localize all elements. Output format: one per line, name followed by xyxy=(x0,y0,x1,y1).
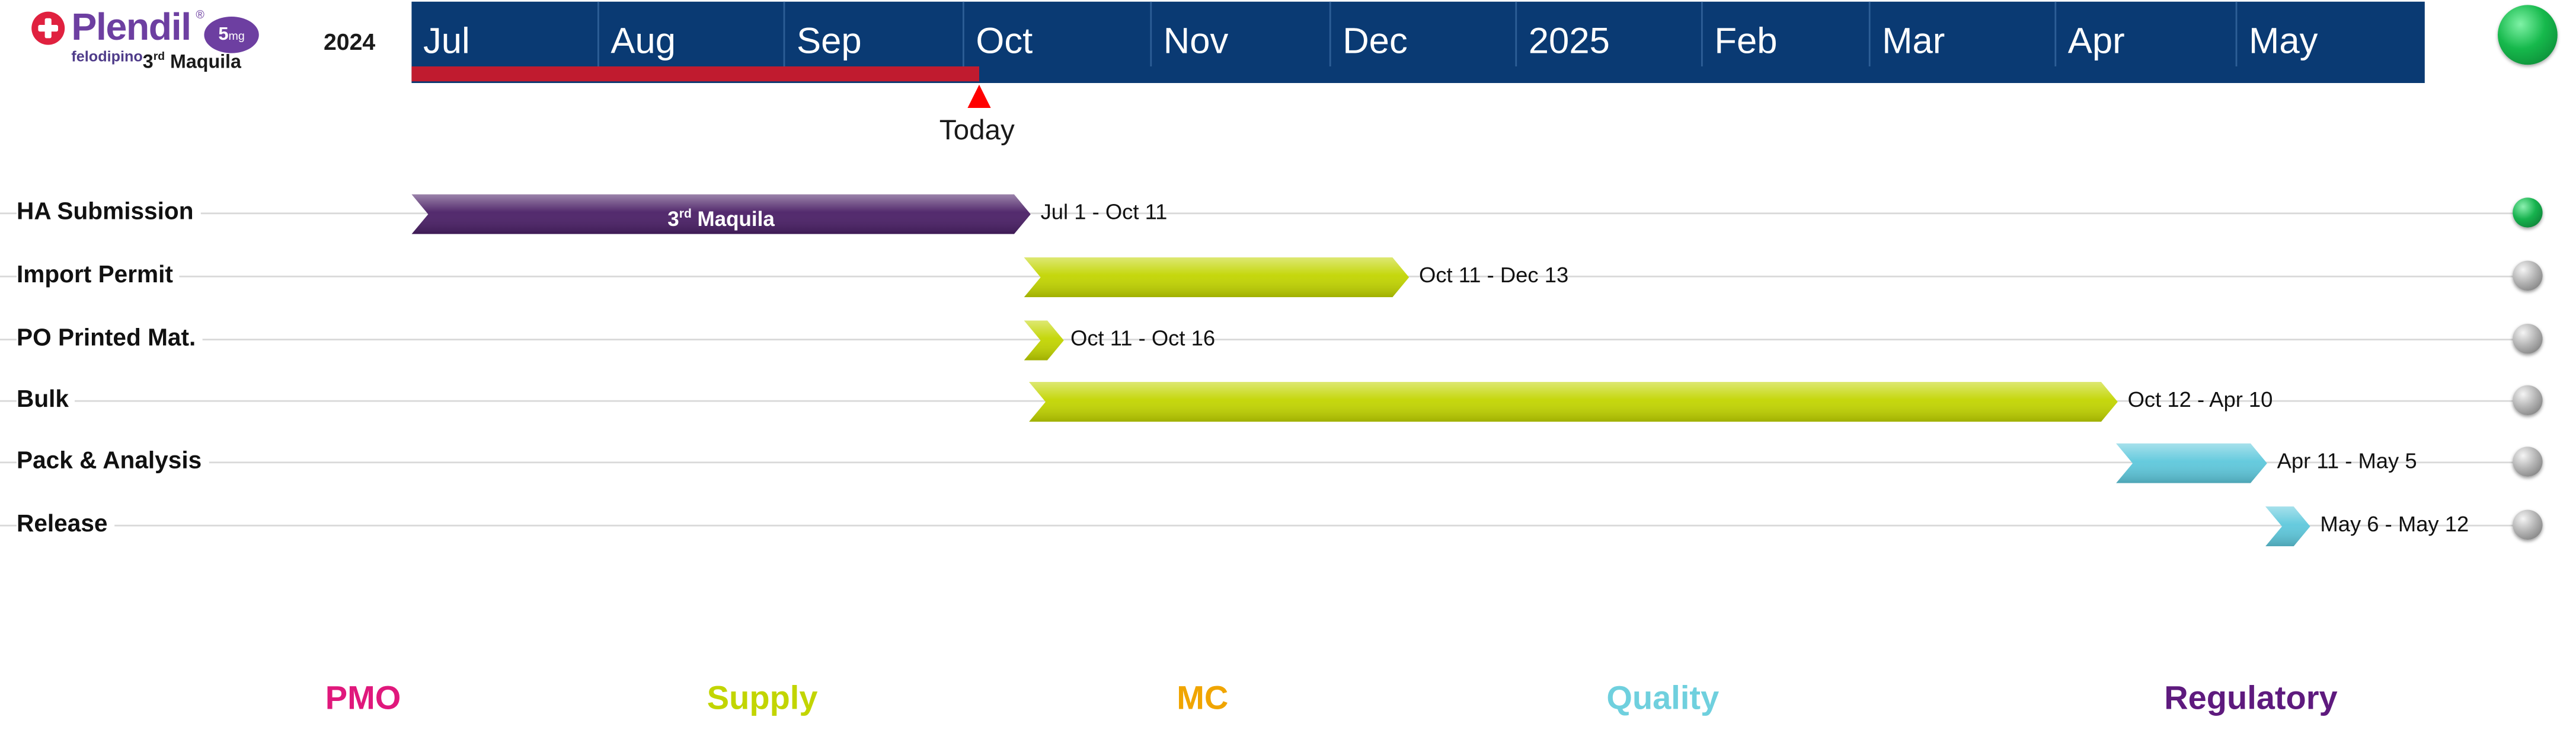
month-label: Oct xyxy=(976,20,1033,62)
plendil-logo-icon xyxy=(31,11,65,45)
task-bar[interactable] xyxy=(1029,382,2118,422)
site-ordinal: 3 xyxy=(142,53,154,73)
date-range-label: May 6 - May 12 xyxy=(2320,511,2469,537)
month-label: Dec xyxy=(1343,20,1408,62)
task-bar[interactable] xyxy=(2116,443,2267,483)
row-guideline xyxy=(0,461,2523,464)
month-cell: Feb xyxy=(1701,1,1778,66)
task-label: Pack & Analysis xyxy=(17,448,209,475)
task-bar[interactable] xyxy=(1024,320,1064,361)
task-row: PO Printed Mat. Oct 11 - Oct 16 xyxy=(0,315,2576,365)
status-indicator-icon xyxy=(2513,509,2543,540)
row-guideline xyxy=(0,524,2523,527)
task-bar[interactable] xyxy=(1024,257,1410,298)
site-title: 3rd Maquila xyxy=(143,52,241,73)
month-cell: Apr xyxy=(2054,1,2125,66)
legend-item: Quality xyxy=(1606,681,1720,718)
date-range-label: Oct 11 - Oct 16 xyxy=(1070,325,1216,350)
month-label: Aug xyxy=(611,20,676,62)
bar-label-suffix: rd xyxy=(679,206,692,221)
today-marker-icon xyxy=(967,84,991,108)
task-bar[interactable] xyxy=(2265,506,2310,547)
month-cell: May xyxy=(2235,1,2318,66)
site-suffix: rd xyxy=(153,51,165,63)
month-label: 2025 xyxy=(1528,20,1610,62)
legend-item: MC xyxy=(1177,681,1229,718)
row-guideline xyxy=(0,339,2523,340)
bar-label-ordinal: 3 xyxy=(667,208,679,231)
status-indicator-icon xyxy=(2513,385,2543,415)
task-bar[interactable]: 3rd Maquila xyxy=(411,194,1031,234)
month-cell: Mar xyxy=(1868,1,1945,66)
overall-status-icon xyxy=(2498,5,2558,65)
status-indicator-icon xyxy=(2513,447,2543,477)
task-row: Import Permit Oct 11 - Dec 13 xyxy=(0,253,2576,302)
legend-item: PMO xyxy=(325,681,401,718)
month-label: Nov xyxy=(1163,20,1229,62)
task-label: Bulk xyxy=(17,387,76,414)
date-range-label: Oct 11 - Dec 13 xyxy=(1419,262,1569,288)
task-row: Pack & Analysis Apr 11 - May 5 xyxy=(0,438,2576,488)
month-cell: Nov xyxy=(1150,1,1228,66)
task-label: HA Submission xyxy=(17,199,200,226)
month-label: May xyxy=(2249,20,2318,62)
date-range-label: Oct 12 - Apr 10 xyxy=(2127,387,2273,412)
bar-label-text: Maquila xyxy=(697,208,775,231)
task-label: Import Permit xyxy=(17,262,180,289)
bar-label: 3rd Maquila xyxy=(411,195,1030,234)
month-cell: Oct xyxy=(963,1,1033,66)
date-range-label: Jul 1 - Oct 11 xyxy=(1040,199,1168,224)
legend-item: Regulatory xyxy=(2164,681,2338,718)
month-cell: 2025 xyxy=(1515,1,1610,66)
month-label: Feb xyxy=(1714,20,1778,62)
month-label: Apr xyxy=(2067,20,2125,62)
dose-number: 5 xyxy=(218,25,229,45)
site-name: Maquila xyxy=(170,53,241,73)
status-indicator-icon xyxy=(2513,260,2543,291)
month-label: Sep xyxy=(797,20,862,62)
dose-unit: mg xyxy=(228,31,245,43)
month-label: Jul xyxy=(423,20,470,62)
month-cell: Aug xyxy=(597,1,676,66)
task-row: Release May 6 - May 12 xyxy=(0,502,2576,552)
brand-registered-mark: ® xyxy=(196,9,204,22)
month-cell: Dec xyxy=(1329,1,1408,66)
month-label: Mar xyxy=(1882,20,1945,62)
status-indicator-icon xyxy=(2513,324,2543,354)
task-label: Release xyxy=(17,511,114,538)
task-row: Bulk Oct 12 - Apr 10 xyxy=(0,377,2576,427)
task-label: PO Printed Mat. xyxy=(17,325,203,352)
date-range-label: Apr 11 - May 5 xyxy=(2277,448,2417,473)
status-indicator-icon xyxy=(2513,197,2543,228)
row-guideline xyxy=(0,212,2523,215)
brand-name: Plendil xyxy=(71,5,191,49)
month-cell: Sep xyxy=(783,1,862,66)
year-label: 2024 xyxy=(324,28,376,55)
today-label: Today xyxy=(939,114,1015,146)
task-row: HA Submission 3rd Maquila Jul 1 - Oct 11 xyxy=(0,189,2576,239)
generic-name: felodipino xyxy=(71,48,143,65)
elapsed-progress-bar xyxy=(411,66,979,82)
legend-item: Supply xyxy=(707,681,818,718)
dose-badge: 5mg xyxy=(204,17,259,53)
